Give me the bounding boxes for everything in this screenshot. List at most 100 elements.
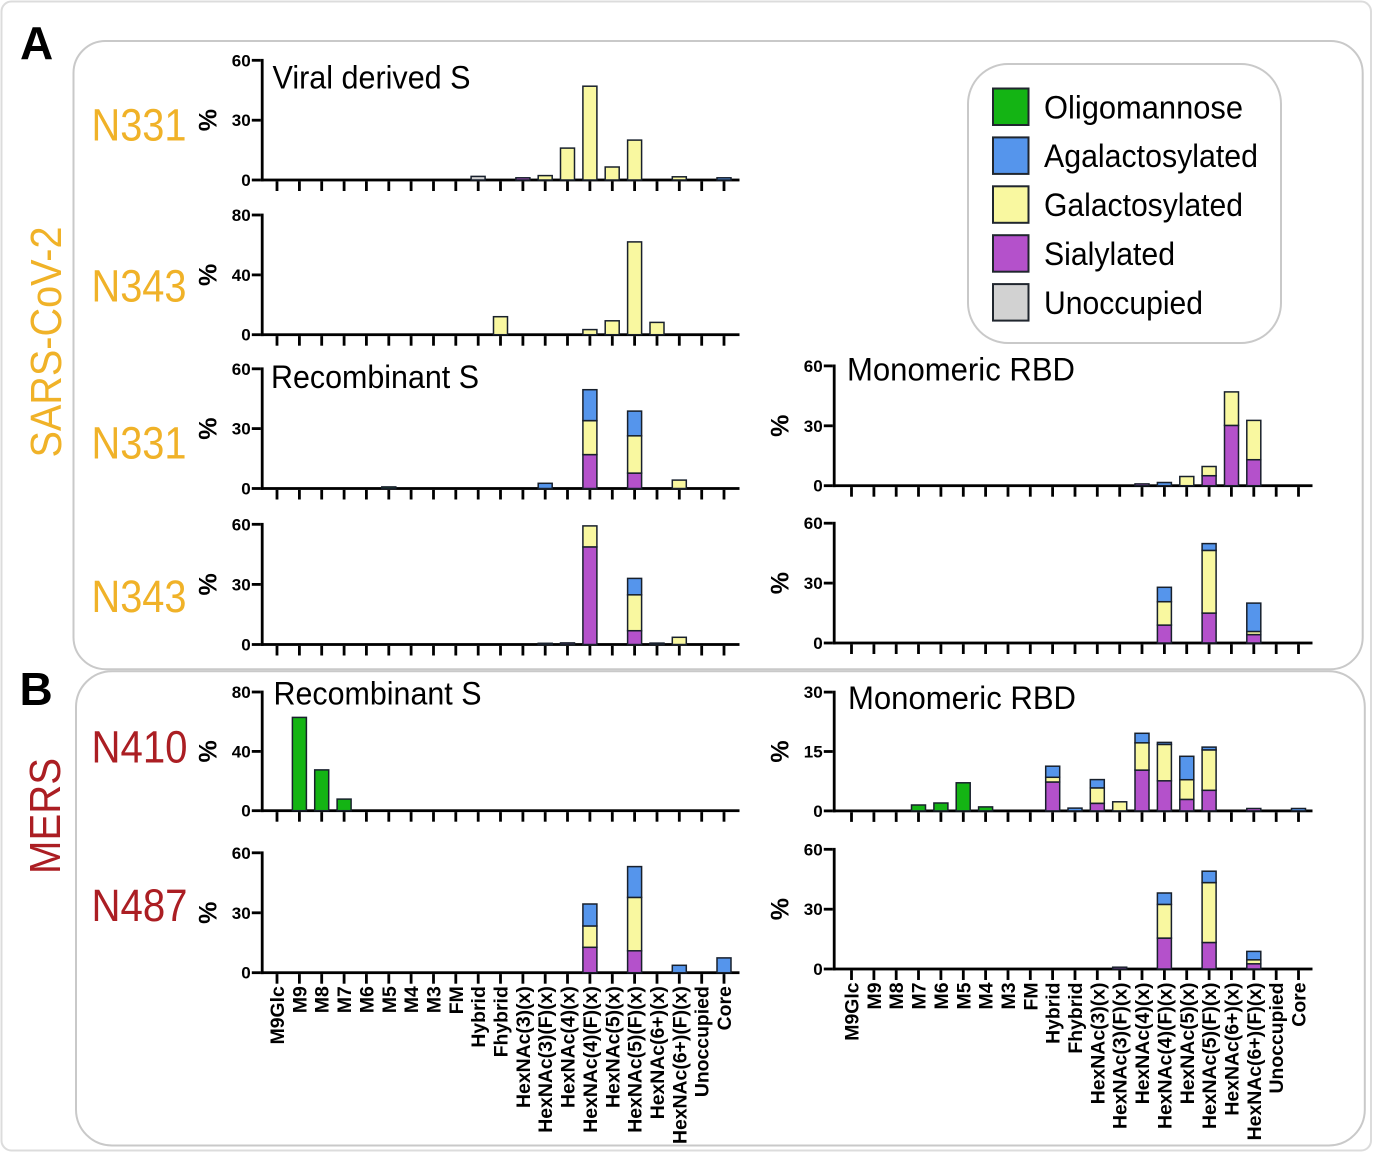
svg-text:%: % <box>195 902 223 924</box>
svg-text:N487: N487 <box>92 880 188 931</box>
svg-text:%: % <box>195 418 223 440</box>
svg-text:%: % <box>767 572 795 594</box>
svg-text:0: 0 <box>813 802 822 821</box>
svg-text:80: 80 <box>232 206 251 225</box>
svg-text:30: 30 <box>232 111 251 130</box>
svg-text:Unoccupied: Unoccupied <box>1044 285 1203 321</box>
svg-text:Core: Core <box>714 986 736 1030</box>
svg-text:HexNAc(4)(F)(x): HexNAc(4)(F)(x) <box>1154 983 1176 1130</box>
svg-text:SARS-CoV-2: SARS-CoV-2 <box>22 227 71 458</box>
svg-text:M4: M4 <box>976 982 998 1009</box>
svg-text:B: B <box>20 663 53 715</box>
svg-text:HexNAc(5)(F)(x): HexNAc(5)(F)(x) <box>625 986 647 1133</box>
svg-text:30: 30 <box>804 574 823 593</box>
svg-text:N343: N343 <box>92 261 187 312</box>
svg-text:FM: FM <box>446 986 468 1014</box>
svg-text:M6: M6 <box>356 986 378 1013</box>
svg-text:30: 30 <box>232 575 251 594</box>
svg-text:M6: M6 <box>931 982 953 1009</box>
svg-text:N410: N410 <box>92 722 188 773</box>
svg-text:Core: Core <box>1289 982 1311 1026</box>
svg-text:HexNAc(5)(x): HexNAc(5)(x) <box>1177 983 1199 1105</box>
svg-text:Monomeric RBD: Monomeric RBD <box>848 680 1076 716</box>
svg-text:30: 30 <box>804 417 823 436</box>
svg-text:Galactosylated: Galactosylated <box>1044 187 1243 223</box>
svg-text:HexNAc(6+)(x): HexNAc(6+)(x) <box>1221 983 1243 1116</box>
svg-text:40: 40 <box>232 742 251 761</box>
svg-text:HexNAc(6+)(F)(x): HexNAc(6+)(F)(x) <box>669 986 691 1144</box>
svg-text:0: 0 <box>241 964 250 983</box>
svg-text:30: 30 <box>232 420 251 439</box>
svg-text:0: 0 <box>813 477 822 496</box>
svg-text:Fhybrid: Fhybrid <box>1065 983 1087 1054</box>
svg-text:HexNAc(3)(F)(x): HexNAc(3)(F)(x) <box>1110 983 1132 1130</box>
svg-text:%: % <box>767 415 795 437</box>
svg-text:M5: M5 <box>379 986 401 1013</box>
svg-text:HexNAc(5)(x): HexNAc(5)(x) <box>602 986 624 1108</box>
svg-text:Fhybrid: Fhybrid <box>491 986 513 1057</box>
svg-text:M7: M7 <box>909 983 931 1010</box>
svg-text:M9Glc: M9Glc <box>267 986 289 1044</box>
svg-text:%: % <box>767 898 795 920</box>
svg-text:Recombinant S: Recombinant S <box>274 676 482 712</box>
svg-text:%: % <box>195 573 223 595</box>
svg-text:Unoccupied: Unoccupied <box>692 986 714 1097</box>
svg-text:MERS: MERS <box>21 758 70 874</box>
svg-text:M4: M4 <box>401 986 423 1013</box>
svg-text:60: 60 <box>804 357 823 376</box>
svg-text:0: 0 <box>241 480 250 499</box>
svg-text:M9: M9 <box>289 986 311 1013</box>
svg-text:HexNAc(4)(x): HexNAc(4)(x) <box>1132 983 1154 1105</box>
svg-text:%: % <box>195 109 223 131</box>
svg-text:60: 60 <box>232 844 251 863</box>
svg-text:0: 0 <box>241 802 250 821</box>
svg-text:M3: M3 <box>423 986 445 1013</box>
svg-text:40: 40 <box>232 266 251 285</box>
svg-text:HexNAc(3)(x): HexNAc(3)(x) <box>1087 983 1109 1105</box>
svg-text:Hybrid: Hybrid <box>1043 983 1065 1044</box>
svg-text:M9: M9 <box>864 982 886 1009</box>
svg-text:M9Glc: M9Glc <box>842 982 864 1040</box>
svg-text:Agalactosylated: Agalactosylated <box>1044 138 1258 174</box>
svg-text:0: 0 <box>813 634 822 653</box>
svg-text:N343: N343 <box>92 571 187 622</box>
svg-text:A: A <box>20 17 53 69</box>
svg-text:0: 0 <box>813 960 822 979</box>
svg-text:0: 0 <box>241 171 250 190</box>
svg-text:FM: FM <box>1020 983 1042 1011</box>
svg-text:60: 60 <box>804 514 823 533</box>
svg-text:%: % <box>195 740 223 762</box>
svg-text:30: 30 <box>804 683 823 702</box>
svg-text:60: 60 <box>232 515 251 534</box>
svg-text:Oligomannose: Oligomannose <box>1044 89 1243 125</box>
svg-text:HexNAc(4)(F)(x): HexNAc(4)(F)(x) <box>580 986 602 1133</box>
svg-text:30: 30 <box>232 904 251 923</box>
svg-text:Monomeric RBD: Monomeric RBD <box>847 352 1075 388</box>
svg-text:0: 0 <box>241 326 250 345</box>
svg-text:M3: M3 <box>998 982 1020 1009</box>
svg-text:30: 30 <box>804 900 823 919</box>
svg-text:60: 60 <box>804 840 823 859</box>
svg-text:M5: M5 <box>953 982 975 1009</box>
svg-text:HexNAc(5)(F)(x): HexNAc(5)(F)(x) <box>1199 983 1221 1130</box>
svg-text:M8: M8 <box>312 986 334 1013</box>
svg-text:HexNAc(3)(F)(x): HexNAc(3)(F)(x) <box>535 986 557 1133</box>
svg-text:HexNAc(3)(x): HexNAc(3)(x) <box>513 986 535 1108</box>
svg-text:80: 80 <box>232 683 251 702</box>
svg-text:M7: M7 <box>334 986 356 1013</box>
svg-text:N331: N331 <box>92 418 187 469</box>
svg-text:Recombinant S: Recombinant S <box>271 359 479 395</box>
svg-text:Hybrid: Hybrid <box>468 986 490 1047</box>
svg-text:N331: N331 <box>92 100 187 151</box>
svg-text:%: % <box>195 264 223 286</box>
svg-text:60: 60 <box>232 360 251 379</box>
svg-text:Viral derived S: Viral derived S <box>273 60 471 96</box>
svg-text:%: % <box>767 740 795 762</box>
svg-text:60: 60 <box>232 51 251 70</box>
svg-text:Sialylated: Sialylated <box>1044 236 1175 272</box>
svg-text:HexNAc(4)(x): HexNAc(4)(x) <box>558 986 580 1108</box>
svg-text:15: 15 <box>804 743 823 762</box>
svg-text:Unoccupied: Unoccupied <box>1266 983 1288 1094</box>
svg-text:0: 0 <box>241 636 250 655</box>
svg-text:HexNAc(6+)(F)(x): HexNAc(6+)(F)(x) <box>1244 983 1266 1141</box>
